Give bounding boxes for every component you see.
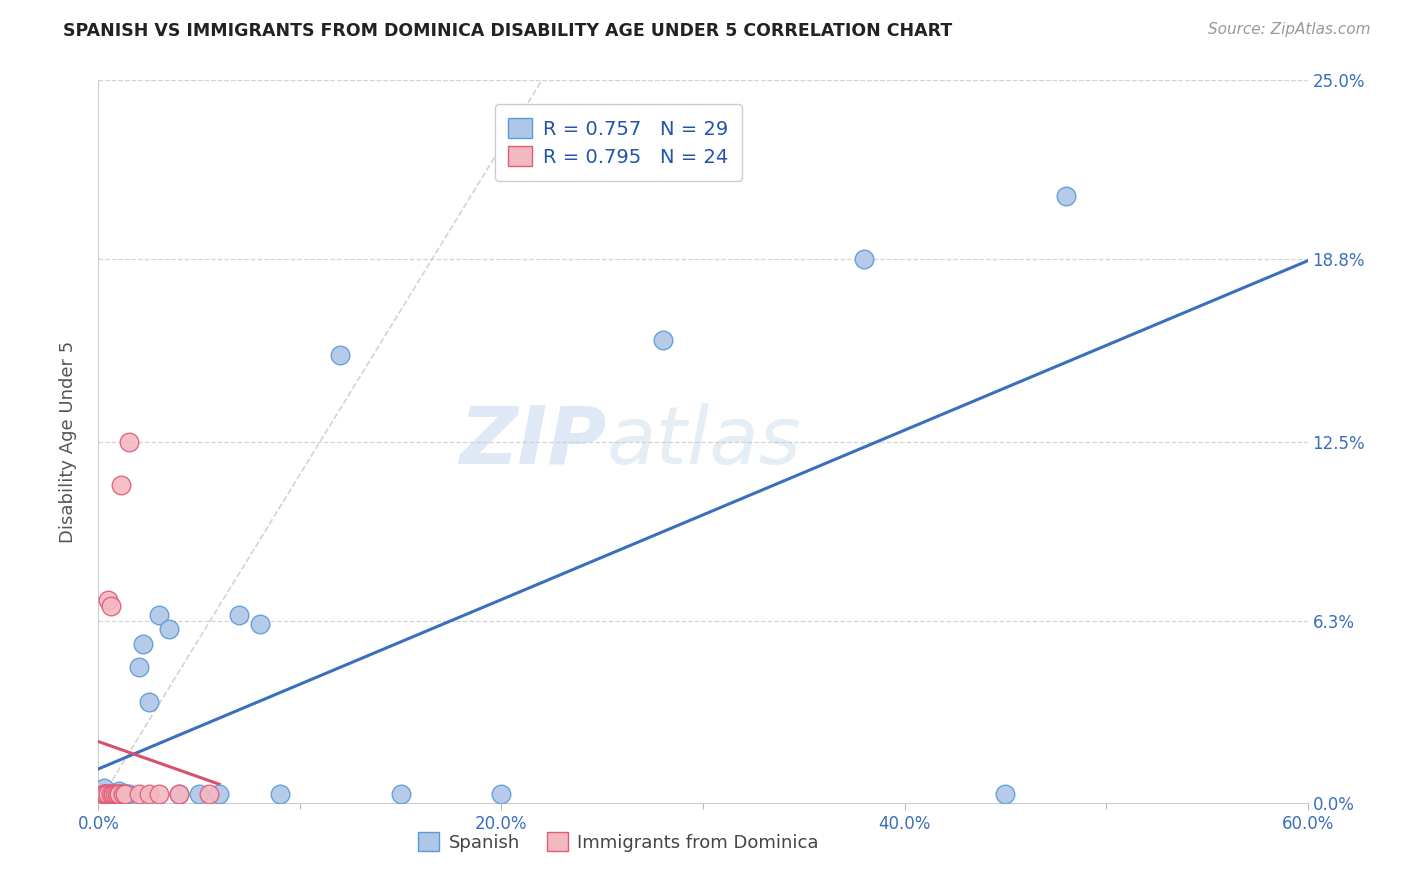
Point: [93, 787, 115, 801]
Point: [97, 790, 120, 805]
Point: [107, 787, 129, 801]
Point: [138, 787, 160, 801]
Point: [115, 787, 138, 801]
Point: [651, 334, 673, 348]
Point: [269, 787, 291, 801]
Point: [188, 787, 211, 801]
Point: [128, 787, 150, 801]
Point: [96, 787, 118, 801]
Point: [103, 787, 125, 801]
Point: [93, 781, 115, 796]
Point: [105, 787, 128, 801]
Point: [100, 599, 122, 614]
Point: [97, 593, 120, 607]
Point: [1054, 189, 1077, 203]
Point: [208, 787, 231, 801]
Point: [228, 607, 250, 622]
Point: [110, 478, 132, 492]
Point: [100, 787, 122, 801]
Point: [128, 660, 150, 674]
Point: [107, 784, 129, 798]
Point: [167, 787, 190, 801]
Point: [105, 787, 128, 801]
Point: [101, 787, 124, 801]
Point: [93, 787, 115, 801]
Point: [114, 787, 136, 801]
Point: [103, 787, 125, 801]
Point: [148, 787, 170, 801]
Point: [118, 787, 141, 801]
Point: [93, 787, 115, 801]
Point: [97, 787, 120, 801]
Point: [157, 623, 180, 637]
Text: Source: ZipAtlas.com: Source: ZipAtlas.com: [1208, 22, 1371, 37]
Y-axis label: Disability Age Under 5: Disability Age Under 5: [59, 341, 77, 542]
Text: ZIP: ZIP: [458, 402, 606, 481]
Point: [96, 787, 118, 801]
Point: [110, 787, 132, 801]
Point: [118, 434, 141, 449]
Text: atlas: atlas: [606, 402, 801, 481]
Point: [249, 616, 271, 631]
Text: SPANISH VS IMMIGRANTS FROM DOMINICA DISABILITY AGE UNDER 5 CORRELATION CHART: SPANISH VS IMMIGRANTS FROM DOMINICA DISA…: [63, 22, 952, 40]
Point: [101, 787, 124, 801]
Point: [107, 787, 129, 801]
Point: [389, 787, 412, 801]
Point: [101, 787, 124, 801]
Point: [111, 787, 134, 801]
Point: [994, 787, 1017, 801]
Point: [114, 787, 136, 801]
Point: [148, 607, 170, 622]
Point: [853, 252, 876, 267]
Legend: Spanish, Immigrants from Dominica: Spanish, Immigrants from Dominica: [411, 825, 827, 859]
Point: [100, 787, 122, 801]
Point: [329, 348, 352, 362]
Point: [132, 637, 155, 651]
Point: [198, 787, 221, 801]
Point: [167, 787, 190, 801]
Point: [93, 790, 115, 805]
Point: [111, 787, 134, 801]
Point: [138, 695, 160, 709]
Point: [96, 787, 118, 801]
Point: [491, 787, 513, 801]
